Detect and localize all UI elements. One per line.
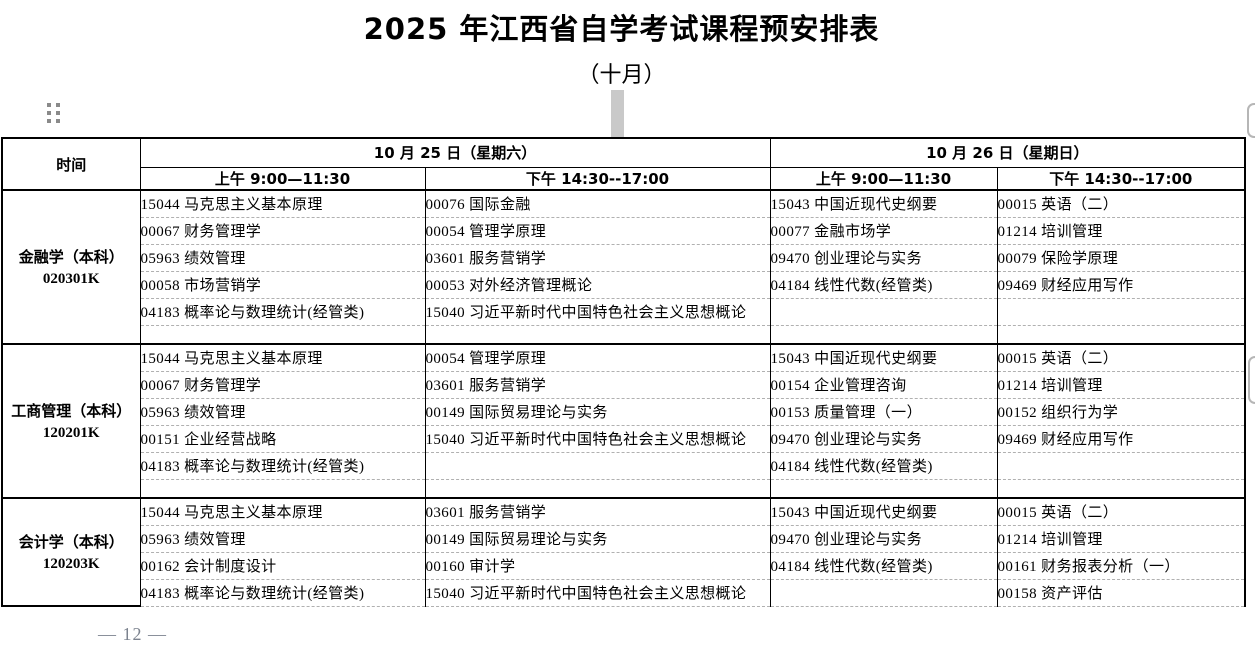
session-header-oct25-am: 上午 9:00—11:30 bbox=[139, 166, 426, 191]
course-cell: 00054 管理学原理 bbox=[424, 216, 771, 244]
course-cell: 05963 绩效管理 bbox=[139, 243, 426, 271]
date-header-oct26: 10 月 26 日（星期日） bbox=[769, 137, 1246, 168]
course-cell: 15044 马克思主义基本原理 bbox=[139, 497, 426, 525]
course-cell: 15044 马克思主义基本原理 bbox=[139, 343, 426, 371]
course-cell: 09470 创业理论与实务 bbox=[769, 524, 998, 552]
session-header-oct26-am: 上午 9:00—11:30 bbox=[769, 166, 998, 191]
empty-cell bbox=[769, 578, 998, 607]
course-cell: 00154 企业管理咨询 bbox=[769, 370, 998, 398]
course-cell: 05963 绩效管理 bbox=[139, 524, 426, 552]
course-cell: 04184 线性代数(经管类) bbox=[769, 551, 998, 579]
session-header-oct25-pm: 下午 14:30--17:00 bbox=[424, 166, 771, 191]
course-cell: 00067 财务管理学 bbox=[139, 216, 426, 244]
empty-cell bbox=[424, 478, 771, 498]
course-cell: 00153 质量管理（一） bbox=[769, 397, 998, 425]
schedule-body: 金融学（本科） 020301K 15044 马克思主义基本原理 00076 国际金融 1… bbox=[1, 189, 1246, 607]
course-cell: 15043 中国近现代史纲要 bbox=[769, 189, 998, 217]
course-cell: 15043 中国近现代史纲要 bbox=[769, 497, 998, 525]
course-cell: 09469 财经应用写作 bbox=[996, 424, 1246, 452]
empty-cell bbox=[769, 297, 998, 325]
program-cell: 会计学（本科） 120203K bbox=[1, 497, 141, 607]
course-cell: 00053 对外经济管理概论 bbox=[424, 270, 771, 298]
course-cell: 04183 概率论与数理统计(经管类) bbox=[139, 578, 426, 607]
course-cell: 00015 英语（二） bbox=[996, 343, 1246, 371]
table-handle-bar[interactable] bbox=[611, 90, 624, 137]
course-cell: 15043 中国近现代史纲要 bbox=[769, 343, 998, 371]
empty-cell bbox=[996, 324, 1246, 344]
exam-schedule-table: 时间 10 月 25 日（星期六） 10 月 26 日（星期日） 上午 9:00… bbox=[1, 137, 1247, 607]
course-cell: 15044 马克思主义基本原理 bbox=[139, 189, 426, 217]
course-cell: 15040 习近平新时代中国特色社会主义思想概论 bbox=[424, 424, 771, 452]
course-cell: 03601 服务营销学 bbox=[424, 243, 771, 271]
course-cell: 00160 审计学 bbox=[424, 551, 771, 579]
empty-cell bbox=[139, 478, 426, 498]
course-cell: 00161 财务报表分析（一） bbox=[996, 551, 1246, 579]
course-cell: 00079 保险学原理 bbox=[996, 243, 1246, 271]
course-cell: 00076 国际金融 bbox=[424, 189, 771, 217]
page-subtitle: （十月） bbox=[577, 62, 666, 87]
course-cell: 09470 创业理论与实务 bbox=[769, 243, 998, 271]
program-name: 工商管理（本科） bbox=[11, 404, 132, 420]
page-number: — 12 — bbox=[98, 624, 167, 644]
course-cell: 00015 英语（二） bbox=[996, 497, 1246, 525]
course-cell: 04184 线性代数(经管类) bbox=[769, 270, 998, 298]
course-cell: 01214 培训管理 bbox=[996, 216, 1246, 244]
empty-cell bbox=[996, 478, 1246, 498]
course-cell: 00151 企业经营战略 bbox=[139, 424, 426, 452]
program-name: 金融学（本科） bbox=[18, 250, 124, 266]
course-cell: 00015 英语（二） bbox=[996, 189, 1246, 217]
program-cell: 工商管理（本科） 120201K bbox=[1, 343, 141, 499]
course-cell: 04183 概率论与数理统计(经管类) bbox=[139, 451, 426, 479]
course-cell: 05963 绩效管理 bbox=[139, 397, 426, 425]
course-cell: 00152 组织行为学 bbox=[996, 397, 1246, 425]
drag-handle-icon[interactable] bbox=[47, 103, 63, 123]
course-cell: 09469 财经应用写作 bbox=[996, 270, 1246, 298]
empty-cell bbox=[139, 324, 426, 344]
empty-cell bbox=[424, 324, 771, 344]
course-cell: 09470 创业理论与实务 bbox=[769, 424, 998, 452]
edge-button-middle[interactable] bbox=[1248, 356, 1255, 404]
course-cell: 04183 概率论与数理统计(经管类) bbox=[139, 297, 426, 325]
course-cell: 00058 市场营销学 bbox=[139, 270, 426, 298]
program-cell: 金融学（本科） 020301K bbox=[1, 189, 141, 345]
course-cell: 15040 习近平新时代中国特色社会主义思想概论 bbox=[424, 297, 771, 325]
date-header-oct25: 10 月 25 日（星期六） bbox=[139, 137, 771, 168]
course-cell: 00162 会计制度设计 bbox=[139, 551, 426, 579]
course-cell: 04184 线性代数(经管类) bbox=[769, 451, 998, 479]
empty-cell bbox=[424, 451, 771, 479]
page-title: 2025 年江西省自学考试课程预安排表 bbox=[363, 12, 880, 46]
course-cell: 03601 服务营销学 bbox=[424, 497, 771, 525]
course-cell: 00054 管理学原理 bbox=[424, 343, 771, 371]
course-cell: 01214 培训管理 bbox=[996, 370, 1246, 398]
course-cell: 03601 服务营销学 bbox=[424, 370, 771, 398]
course-cell: 00077 金融市场学 bbox=[769, 216, 998, 244]
program-name: 会计学（本科） bbox=[18, 535, 124, 551]
time-header-cell: 时间 bbox=[1, 137, 141, 191]
program-code: 020301K bbox=[42, 271, 100, 287]
program-code: 120203K bbox=[42, 556, 100, 572]
course-cell: 15040 习近平新时代中国特色社会主义思想概论 bbox=[424, 578, 771, 607]
empty-cell bbox=[996, 297, 1246, 325]
empty-cell bbox=[996, 451, 1246, 479]
empty-cell bbox=[769, 478, 998, 498]
course-cell: 00149 国际贸易理论与实务 bbox=[424, 397, 771, 425]
course-cell: 00158 资产评估 bbox=[996, 578, 1246, 607]
edge-button-top[interactable] bbox=[1247, 103, 1255, 138]
course-cell: 00067 财务管理学 bbox=[139, 370, 426, 398]
empty-cell bbox=[769, 324, 998, 344]
program-code: 120201K bbox=[42, 425, 100, 441]
course-cell: 01214 培训管理 bbox=[996, 524, 1246, 552]
course-cell: 00149 国际贸易理论与实务 bbox=[424, 524, 771, 552]
session-header-oct26-pm: 下午 14:30--17:00 bbox=[996, 166, 1246, 191]
